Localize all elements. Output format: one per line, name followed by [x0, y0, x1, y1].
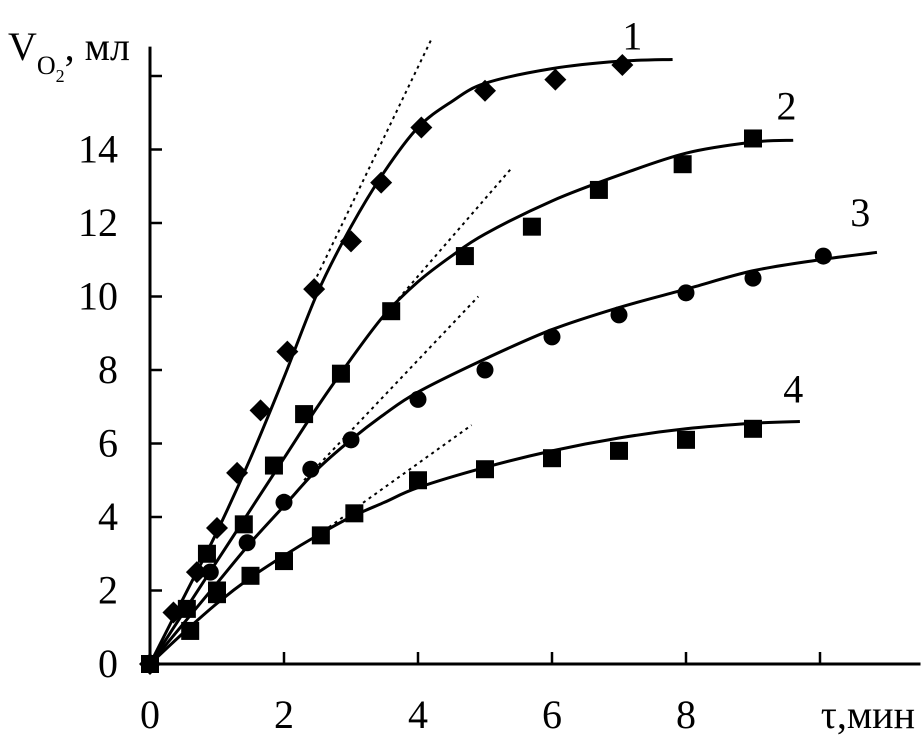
data-point-1-11	[474, 79, 496, 102]
data-point-1-4	[226, 461, 249, 484]
y-tick-label: 6	[98, 421, 118, 466]
data-point-2-7	[331, 364, 350, 383]
x-axis-title: τ,мин	[821, 692, 915, 737]
data-point-3-4	[302, 460, 320, 478]
data-point-4-1	[177, 599, 196, 618]
tangent-line-4	[316, 424, 473, 537]
tangent-lines	[303, 38, 513, 537]
curve-label-3: 3	[850, 190, 870, 235]
curve-label-1: 1	[622, 14, 642, 59]
y-tick-label: 12	[78, 200, 118, 245]
y-tick-label: 8	[98, 347, 118, 392]
data-point-3-8	[543, 328, 561, 346]
data-point-3-9	[610, 306, 628, 324]
data-point-3-5	[342, 431, 360, 449]
data-point-2-13	[744, 129, 762, 148]
data-point-1-12	[544, 68, 567, 91]
data-point-3-6	[409, 390, 427, 408]
data-point-1-7	[303, 278, 326, 301]
data-point-3-1	[201, 563, 219, 581]
data-point-2-5	[264, 456, 283, 475]
data-point-4-3	[241, 566, 260, 585]
axes	[148, 46, 921, 666]
y-tick-label: 0	[98, 641, 118, 686]
data-point-2-2	[197, 544, 216, 563]
tangent-line-1	[309, 38, 433, 290]
data-point-3-3	[275, 493, 293, 511]
data-point-2-12	[673, 155, 692, 174]
fit-curve-3	[148, 250, 878, 665]
data-point-1-9	[370, 171, 393, 194]
data-point-4-9	[543, 449, 561, 468]
tangent-line-3	[303, 295, 480, 481]
data-point-1-13	[611, 53, 634, 76]
y-tick-label: 14	[78, 127, 118, 172]
data-point-1-10	[410, 116, 433, 139]
data-point-3-10	[677, 284, 695, 302]
data-point-2-11	[589, 180, 608, 199]
x-tick-label: 4	[408, 692, 428, 737]
data-point-2-9	[455, 247, 474, 266]
fit-curve-4	[148, 419, 800, 666]
data-point-4-10	[610, 441, 628, 460]
data-point-4-4	[275, 552, 293, 571]
y-tick-label: 2	[98, 568, 118, 613]
data-point-4-6	[345, 504, 364, 523]
curve-label-2: 2	[777, 83, 797, 128]
x-tick-label: 8	[676, 692, 696, 737]
fit-curve-1	[148, 57, 673, 665]
data-point-2-8	[382, 302, 401, 321]
data-point-1-8	[340, 230, 362, 253]
data-point-1-5	[249, 399, 272, 422]
data-point-4-12	[744, 419, 762, 438]
y-tick-label: 4	[98, 494, 118, 539]
data-point-4-5	[311, 526, 330, 545]
data-point-1-6	[276, 340, 299, 363]
data-point-1-3	[206, 517, 228, 540]
curve-label-4: 4	[783, 366, 803, 411]
data-point-3-7	[476, 361, 494, 379]
data-point-2-1	[181, 621, 200, 640]
data-point-3-2	[238, 534, 256, 552]
data-point-4-7	[409, 471, 427, 490]
data-point-2-4	[234, 515, 253, 534]
data-point-3-12	[814, 247, 832, 265]
data-point-4-11	[677, 430, 695, 449]
tangent-line-2	[383, 167, 513, 316]
fit-curve-2	[148, 138, 794, 665]
x-tick-label: 6	[542, 692, 562, 737]
data-markers	[139, 53, 832, 675]
y-axis-title: VO2, мл	[8, 24, 130, 86]
data-point-2-6	[295, 405, 314, 424]
y-tick-label: 10	[78, 274, 118, 319]
data-point-2-10	[522, 217, 541, 236]
x-tick-label: 0	[140, 692, 160, 737]
data-point-4-2	[208, 581, 226, 600]
data-point-1-2	[185, 561, 208, 584]
data-point-3-11	[744, 269, 762, 287]
x-tick-label: 2	[274, 692, 294, 737]
data-point-4-8	[476, 460, 494, 479]
